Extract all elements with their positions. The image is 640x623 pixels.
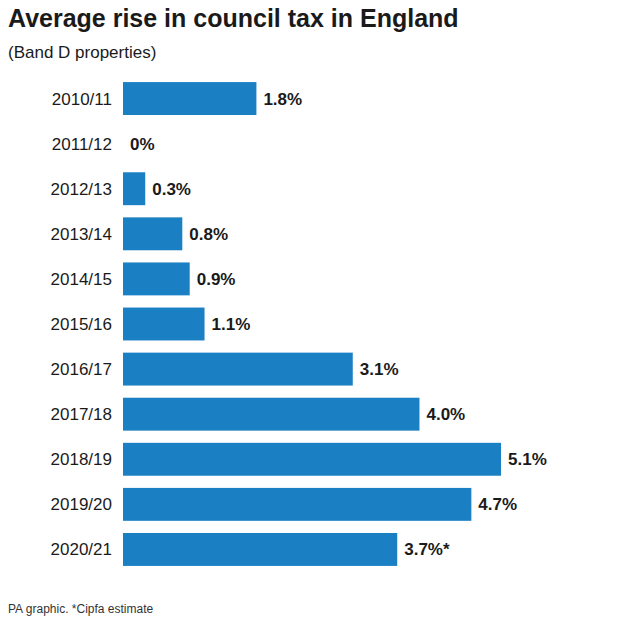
category-label: 2017/18 <box>51 405 112 424</box>
category-label: 2011/12 <box>52 135 112 154</box>
bar <box>123 82 256 115</box>
category-label: 2018/19 <box>51 450 112 469</box>
category-label: 2019/20 <box>51 495 112 514</box>
data-label: 1.8% <box>263 90 302 109</box>
category-label: 2015/16 <box>51 315 112 334</box>
bar <box>123 398 419 431</box>
background <box>0 0 640 623</box>
data-label: 0.3% <box>152 180 191 199</box>
category-label: 2012/13 <box>51 180 112 199</box>
category-label: 2013/14 <box>51 225 112 244</box>
data-label: 0.9% <box>197 270 236 289</box>
category-label: 2010/11 <box>52 90 112 109</box>
data-label: 4.0% <box>426 405 465 424</box>
data-label: 1.1% <box>212 315 251 334</box>
data-label: 0.8% <box>189 225 228 244</box>
category-label: 2020/21 <box>51 540 112 559</box>
title: Average rise in council tax in England <box>8 4 459 32</box>
data-label: 3.7%* <box>404 540 450 559</box>
bar <box>123 488 471 521</box>
bars <box>123 82 501 566</box>
bar <box>123 353 353 386</box>
data-label: 5.1% <box>508 450 547 469</box>
category-label: 2014/15 <box>51 270 112 289</box>
chart: Average rise in council tax in England (B… <box>0 0 640 623</box>
labels: 2010/11 1.8% 2011/12 0% 2012/13 0.3% 2013/14 0.… <box>51 90 547 560</box>
subtitle: (Band D properties) <box>8 43 156 62</box>
data-label: 3.1% <box>360 360 399 379</box>
bar <box>123 308 205 341</box>
footnote: PA graphic. *Cipfa estimate <box>8 602 154 616</box>
bar <box>123 533 397 566</box>
data-label: 4.7% <box>478 495 517 514</box>
bar <box>123 443 501 476</box>
bar <box>123 262 190 295</box>
bar <box>123 172 145 205</box>
bar <box>123 127 124 160</box>
data-label: 0% <box>130 135 155 154</box>
bar <box>123 217 182 250</box>
category-label: 2016/17 <box>51 360 112 379</box>
